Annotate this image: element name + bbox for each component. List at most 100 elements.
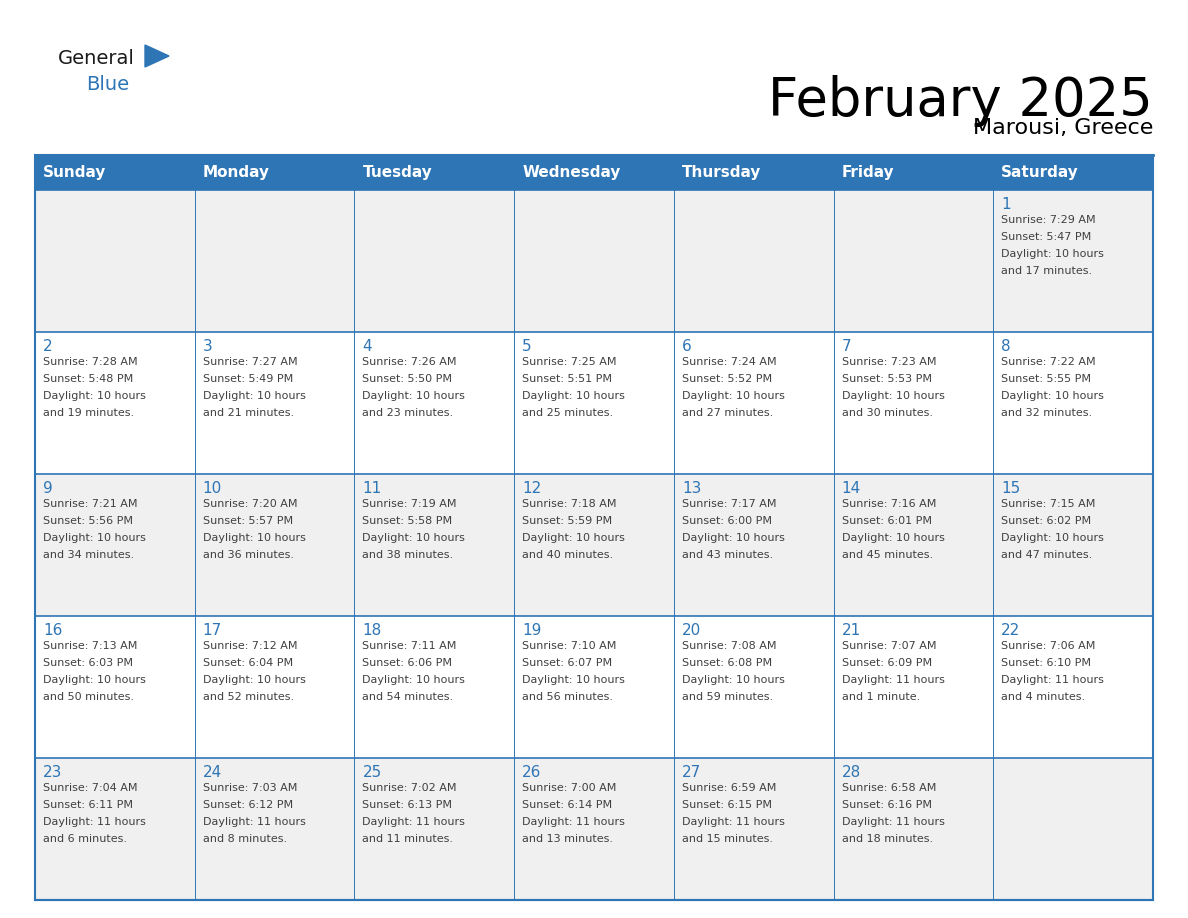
Text: and 15 minutes.: and 15 minutes. xyxy=(682,834,773,844)
Text: and 21 minutes.: and 21 minutes. xyxy=(203,408,293,418)
Text: and 36 minutes.: and 36 minutes. xyxy=(203,550,293,560)
Text: and 23 minutes.: and 23 minutes. xyxy=(362,408,454,418)
Text: and 17 minutes.: and 17 minutes. xyxy=(1001,266,1093,276)
Text: Sunday: Sunday xyxy=(43,165,107,180)
Text: and 32 minutes.: and 32 minutes. xyxy=(1001,408,1093,418)
Text: Sunrise: 7:23 AM: Sunrise: 7:23 AM xyxy=(841,357,936,367)
Text: Wednesday: Wednesday xyxy=(523,165,620,180)
Text: 19: 19 xyxy=(523,623,542,638)
Text: 4: 4 xyxy=(362,339,372,354)
Text: Sunset: 6:08 PM: Sunset: 6:08 PM xyxy=(682,658,772,668)
Bar xyxy=(34,155,1154,900)
Text: and 34 minutes.: and 34 minutes. xyxy=(43,550,134,560)
Text: Daylight: 10 hours: Daylight: 10 hours xyxy=(682,533,785,543)
Text: Sunset: 6:12 PM: Sunset: 6:12 PM xyxy=(203,800,292,810)
Text: Sunrise: 7:11 AM: Sunrise: 7:11 AM xyxy=(362,641,457,651)
Text: 25: 25 xyxy=(362,765,381,780)
Text: and 19 minutes.: and 19 minutes. xyxy=(43,408,134,418)
Text: Daylight: 11 hours: Daylight: 11 hours xyxy=(1001,675,1104,685)
Text: and 43 minutes.: and 43 minutes. xyxy=(682,550,773,560)
Text: 6: 6 xyxy=(682,339,691,354)
Text: and 25 minutes.: and 25 minutes. xyxy=(523,408,613,418)
Text: 3: 3 xyxy=(203,339,213,354)
Text: Sunset: 5:58 PM: Sunset: 5:58 PM xyxy=(362,516,453,526)
Text: 16: 16 xyxy=(43,623,63,638)
Text: 26: 26 xyxy=(523,765,542,780)
Text: Sunrise: 7:22 AM: Sunrise: 7:22 AM xyxy=(1001,357,1095,367)
Text: Sunrise: 7:03 AM: Sunrise: 7:03 AM xyxy=(203,783,297,793)
Text: Sunset: 6:06 PM: Sunset: 6:06 PM xyxy=(362,658,453,668)
Bar xyxy=(34,332,1154,474)
Text: Sunset: 5:49 PM: Sunset: 5:49 PM xyxy=(203,374,293,384)
Text: Marousi, Greece: Marousi, Greece xyxy=(973,118,1154,138)
Text: Sunset: 6:01 PM: Sunset: 6:01 PM xyxy=(841,516,931,526)
Text: Daylight: 11 hours: Daylight: 11 hours xyxy=(523,817,625,827)
Text: Daylight: 10 hours: Daylight: 10 hours xyxy=(523,391,625,401)
Text: Sunset: 6:11 PM: Sunset: 6:11 PM xyxy=(43,800,133,810)
Text: Sunset: 6:16 PM: Sunset: 6:16 PM xyxy=(841,800,931,810)
Text: Daylight: 10 hours: Daylight: 10 hours xyxy=(1001,249,1104,259)
Text: 5: 5 xyxy=(523,339,532,354)
Text: Sunrise: 7:26 AM: Sunrise: 7:26 AM xyxy=(362,357,457,367)
Text: Sunrise: 7:13 AM: Sunrise: 7:13 AM xyxy=(43,641,138,651)
Text: 27: 27 xyxy=(682,765,701,780)
Text: 17: 17 xyxy=(203,623,222,638)
Text: Saturday: Saturday xyxy=(1001,165,1079,180)
Text: and 59 minutes.: and 59 minutes. xyxy=(682,692,773,702)
Text: and 8 minutes.: and 8 minutes. xyxy=(203,834,286,844)
Text: Sunset: 5:51 PM: Sunset: 5:51 PM xyxy=(523,374,612,384)
Text: and 4 minutes.: and 4 minutes. xyxy=(1001,692,1086,702)
Bar xyxy=(34,474,1154,616)
Text: Sunset: 5:47 PM: Sunset: 5:47 PM xyxy=(1001,232,1092,242)
Text: Sunrise: 7:10 AM: Sunrise: 7:10 AM xyxy=(523,641,617,651)
Text: Sunset: 5:48 PM: Sunset: 5:48 PM xyxy=(43,374,133,384)
Text: February 2025: February 2025 xyxy=(769,75,1154,127)
Text: 7: 7 xyxy=(841,339,851,354)
Text: Sunset: 6:04 PM: Sunset: 6:04 PM xyxy=(203,658,292,668)
Text: Blue: Blue xyxy=(86,75,129,95)
Text: 28: 28 xyxy=(841,765,861,780)
Text: Sunset: 5:56 PM: Sunset: 5:56 PM xyxy=(43,516,133,526)
Text: Sunset: 6:02 PM: Sunset: 6:02 PM xyxy=(1001,516,1092,526)
Bar xyxy=(34,190,1154,332)
Text: 21: 21 xyxy=(841,623,861,638)
Text: and 11 minutes.: and 11 minutes. xyxy=(362,834,454,844)
Text: 15: 15 xyxy=(1001,481,1020,496)
Text: Monday: Monday xyxy=(203,165,270,180)
Text: 9: 9 xyxy=(43,481,52,496)
Text: General: General xyxy=(58,49,135,68)
Text: Daylight: 10 hours: Daylight: 10 hours xyxy=(203,675,305,685)
Text: 18: 18 xyxy=(362,623,381,638)
Text: Daylight: 10 hours: Daylight: 10 hours xyxy=(841,391,944,401)
Text: Sunrise: 7:20 AM: Sunrise: 7:20 AM xyxy=(203,499,297,509)
Text: Daylight: 10 hours: Daylight: 10 hours xyxy=(523,533,625,543)
Text: Sunrise: 7:02 AM: Sunrise: 7:02 AM xyxy=(362,783,457,793)
Text: Sunset: 5:53 PM: Sunset: 5:53 PM xyxy=(841,374,931,384)
Text: Daylight: 10 hours: Daylight: 10 hours xyxy=(362,675,466,685)
Text: Sunrise: 7:15 AM: Sunrise: 7:15 AM xyxy=(1001,499,1095,509)
Text: and 1 minute.: and 1 minute. xyxy=(841,692,920,702)
Text: and 47 minutes.: and 47 minutes. xyxy=(1001,550,1093,560)
Text: and 45 minutes.: and 45 minutes. xyxy=(841,550,933,560)
Text: Sunset: 6:15 PM: Sunset: 6:15 PM xyxy=(682,800,772,810)
Text: 24: 24 xyxy=(203,765,222,780)
Text: Sunset: 6:09 PM: Sunset: 6:09 PM xyxy=(841,658,931,668)
Text: and 38 minutes.: and 38 minutes. xyxy=(362,550,454,560)
Text: Sunset: 5:55 PM: Sunset: 5:55 PM xyxy=(1001,374,1092,384)
Text: Sunrise: 7:27 AM: Sunrise: 7:27 AM xyxy=(203,357,297,367)
Text: Daylight: 11 hours: Daylight: 11 hours xyxy=(43,817,146,827)
Text: Sunrise: 7:29 AM: Sunrise: 7:29 AM xyxy=(1001,215,1095,225)
Text: Sunset: 5:52 PM: Sunset: 5:52 PM xyxy=(682,374,772,384)
Text: Daylight: 10 hours: Daylight: 10 hours xyxy=(682,675,785,685)
Text: Daylight: 10 hours: Daylight: 10 hours xyxy=(203,391,305,401)
Text: Sunrise: 7:28 AM: Sunrise: 7:28 AM xyxy=(43,357,138,367)
Text: Sunset: 6:03 PM: Sunset: 6:03 PM xyxy=(43,658,133,668)
Text: 1: 1 xyxy=(1001,197,1011,212)
Text: 22: 22 xyxy=(1001,623,1020,638)
Text: Sunset: 5:50 PM: Sunset: 5:50 PM xyxy=(362,374,453,384)
Text: Tuesday: Tuesday xyxy=(362,165,432,180)
Text: Daylight: 10 hours: Daylight: 10 hours xyxy=(841,533,944,543)
Text: Sunrise: 7:17 AM: Sunrise: 7:17 AM xyxy=(682,499,776,509)
Text: Sunrise: 7:25 AM: Sunrise: 7:25 AM xyxy=(523,357,617,367)
Text: Sunrise: 7:12 AM: Sunrise: 7:12 AM xyxy=(203,641,297,651)
